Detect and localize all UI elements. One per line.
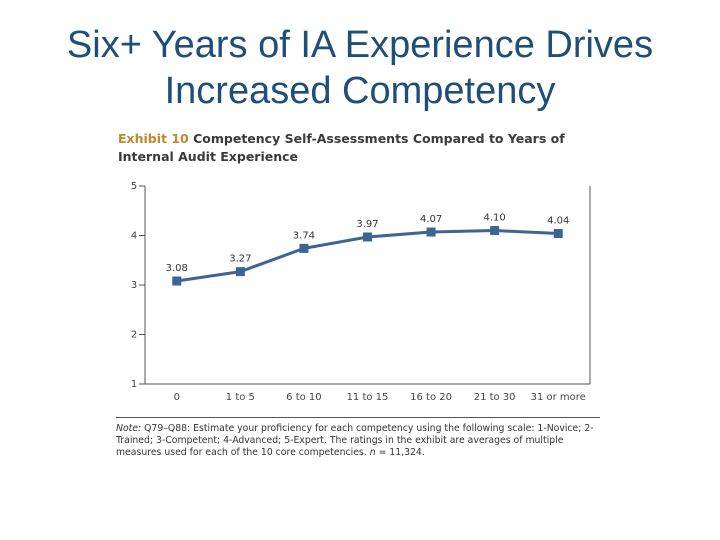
note-divider [116, 417, 600, 418]
note-label: Note: [116, 423, 142, 434]
y-tick-label: 1 [131, 379, 137, 390]
x-tick-label: 1 to 5 [226, 392, 255, 403]
exhibit-header: Exhibit 10 Competency Self-Assessments C… [118, 130, 618, 166]
slide-title-line-2: Increased Competency [164, 70, 556, 112]
data-point [553, 229, 563, 239]
data-label: 3.97 [356, 219, 378, 230]
data-point [363, 232, 372, 242]
y-tick-label: 5 [131, 181, 137, 192]
data-label: 3.08 [166, 263, 188, 274]
data-point [299, 243, 309, 253]
exhibit-label: Exhibit 10 [118, 131, 189, 146]
data-point [172, 276, 182, 286]
x-tick-label: 21 to 30 [474, 392, 516, 403]
data-label: 4.10 [484, 213, 506, 224]
data-label: 3.74 [293, 230, 315, 241]
data-point [490, 226, 500, 236]
x-axis-ticks: 0 1 to 5 6 to 10 11 to 15 16 to 20 21 to 30 31… [174, 392, 586, 403]
data-labels: 3.08 3.27 3.74 3.97 4.07 4.10 4.04 [166, 213, 570, 274]
x-tick-label: 16 to 20 [410, 392, 452, 403]
data-label: 4.07 [420, 214, 442, 225]
note-n-value: = 11,324. [375, 447, 425, 458]
y-tick-label: 3 [131, 280, 137, 291]
series-points [172, 226, 563, 286]
note-text: Q79–Q88: Estimate your proficiency for e… [116, 423, 594, 458]
y-tick-label: 2 [131, 330, 137, 341]
data-point [426, 227, 436, 237]
exhibit-title: Competency Self-Assessments Compared to … [118, 131, 565, 164]
slide-title: Six+ Years of IA Experience Drives Incre… [0, 22, 720, 114]
slide-title-line-1: Six+ Years of IA Experience Drives [66, 24, 654, 66]
x-tick-label: 11 to 15 [347, 392, 389, 403]
data-label: 4.04 [547, 216, 569, 227]
chart-note: Note: Q79–Q88: Estimate your proficiency… [116, 423, 596, 459]
data-label: 3.27 [229, 254, 251, 265]
y-tick-label: 4 [131, 231, 137, 242]
x-tick-label: 0 [174, 392, 180, 403]
note-n-label: n [369, 447, 376, 458]
x-tick-label: 31 or more [531, 392, 586, 403]
data-point [235, 267, 245, 277]
y-axis-ticks: 1 2 3 4 5 [131, 181, 145, 390]
x-tick-label: 6 to 10 [286, 392, 321, 403]
line-chart: 1 2 3 4 5 0 1 to 5 6 to 10 11 to 15 16 to 20 21 t… [131, 181, 591, 403]
